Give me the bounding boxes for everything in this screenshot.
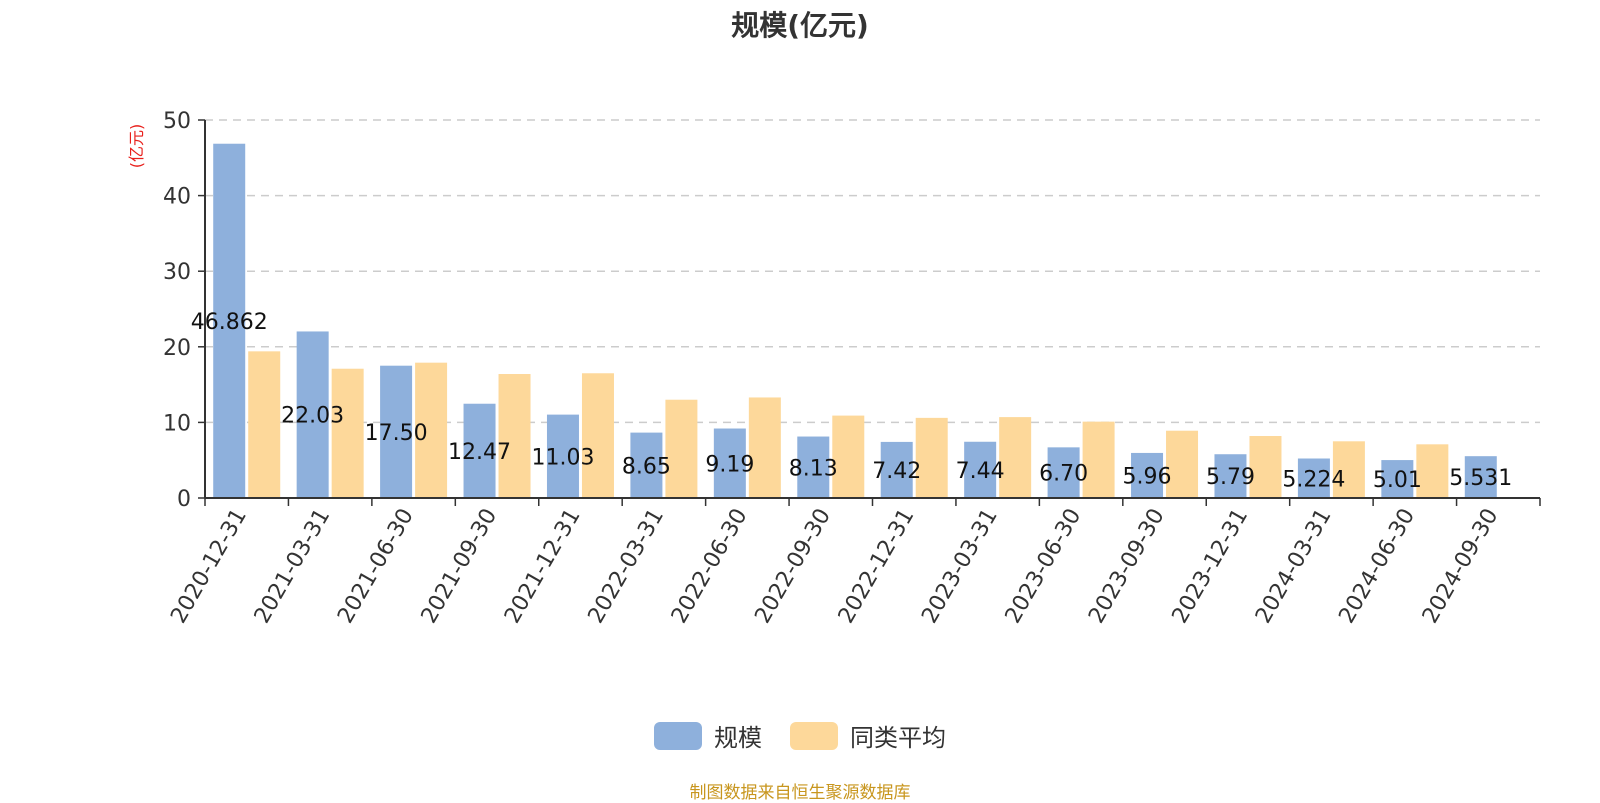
data-label-scale: 8.65 <box>622 454 671 479</box>
bar-scale <box>546 414 579 498</box>
bar-category-average <box>665 399 698 498</box>
legend-swatch-category-average <box>790 721 838 750</box>
bar-category-average <box>581 373 614 498</box>
bar-category-average <box>915 417 948 498</box>
chart-title: 规模(亿元) <box>731 9 869 42</box>
x-tick-label: 2022-06-30 <box>667 505 753 628</box>
bar-category-average <box>248 351 281 498</box>
bar-scale <box>296 331 329 498</box>
bar-chart: 01020304050(亿元)2020-12-312021-03-312021-… <box>127 109 1541 628</box>
data-label-scale: 17.50 <box>365 421 428 446</box>
bar-scale <box>797 436 830 498</box>
data-label-scale: 9.19 <box>705 452 754 477</box>
x-tick-label: 2023-09-30 <box>1084 505 1170 628</box>
bar-scale <box>1464 456 1497 498</box>
bar-category-average <box>331 368 364 498</box>
y-tick-label: 50 <box>163 109 191 134</box>
x-tick-label: 2021-09-30 <box>417 505 503 628</box>
bar-category-average <box>415 362 448 498</box>
bar-scale <box>1297 458 1330 498</box>
data-label-scale: 46.862 <box>191 310 268 335</box>
data-label-scale: 5.96 <box>1123 464 1172 489</box>
legend-label-category-average: 同类平均 <box>850 724 946 752</box>
y-tick-label: 40 <box>163 185 191 210</box>
x-tick-label: 2024-06-30 <box>1334 505 1420 628</box>
data-label-scale: 7.44 <box>956 459 1005 484</box>
bar-scale <box>713 428 746 498</box>
bar-category-average <box>1249 436 1282 498</box>
data-label-scale: 5.224 <box>1282 467 1345 492</box>
bar-category-average <box>498 374 531 498</box>
data-label-scale: 6.70 <box>1039 462 1088 487</box>
bar-scale <box>880 441 913 498</box>
bar-scale <box>213 143 246 499</box>
y-tick-label: 10 <box>163 411 191 436</box>
data-label-scale: 8.13 <box>789 456 838 481</box>
bar-category-average <box>1416 444 1449 498</box>
x-tick-label: 2021-06-30 <box>333 505 419 628</box>
legend-label-scale: 规模 <box>714 724 762 752</box>
bar-category-average <box>1166 430 1199 498</box>
x-tick-label: 2023-12-31 <box>1168 505 1254 628</box>
bar-scale <box>964 441 997 498</box>
bar-category-average <box>832 415 865 498</box>
y-axis-label: (亿元) <box>127 124 146 169</box>
bar-scale <box>1047 447 1080 498</box>
bar-category-average <box>1332 441 1365 498</box>
y-tick-label: 20 <box>163 336 191 361</box>
y-tick-label: 0 <box>177 487 191 512</box>
bar-category-average <box>748 397 781 498</box>
bar-scale <box>1131 452 1164 498</box>
x-tick-label: 2023-06-30 <box>1001 505 1087 628</box>
bar-scale <box>1214 454 1247 498</box>
legend-swatch-scale <box>654 721 702 750</box>
x-tick-label: 2022-12-31 <box>834 505 920 628</box>
data-label-scale: 5.531 <box>1449 466 1512 491</box>
data-label-scale: 5.79 <box>1206 465 1255 490</box>
bar-scale <box>1381 460 1414 498</box>
y-tick-label: 30 <box>163 260 191 285</box>
x-tick-label: 2024-03-31 <box>1251 505 1337 628</box>
legend: 规模 同类平均 <box>0 718 1600 753</box>
x-tick-label: 2021-12-31 <box>500 505 586 628</box>
x-tick-label: 2022-09-30 <box>750 505 836 628</box>
bar-scale <box>630 432 663 498</box>
data-label-scale: 11.03 <box>531 445 594 470</box>
data-label-scale: 5.01 <box>1373 468 1422 493</box>
data-source-note: 制图数据来自恒生聚源数据库 <box>689 783 911 803</box>
x-tick-label: 2020-12-31 <box>166 505 252 628</box>
legend-item-category-average[interactable]: 同类平均 <box>790 718 946 753</box>
legend-item-scale[interactable]: 规模 <box>654 718 762 753</box>
x-tick-label: 2024-09-30 <box>1418 505 1504 628</box>
bar-category-average <box>1082 421 1115 498</box>
data-label-scale: 22.03 <box>281 404 344 429</box>
data-label-scale: 12.47 <box>448 440 511 465</box>
x-tick-label: 2023-03-31 <box>917 505 1003 628</box>
x-tick-label: 2022-03-31 <box>584 505 670 628</box>
bar-category-average <box>999 417 1032 498</box>
bar-scale <box>463 403 496 498</box>
x-tick-label: 2021-03-31 <box>250 505 336 628</box>
bar-scale <box>380 365 413 498</box>
data-label-scale: 7.42 <box>872 459 921 484</box>
